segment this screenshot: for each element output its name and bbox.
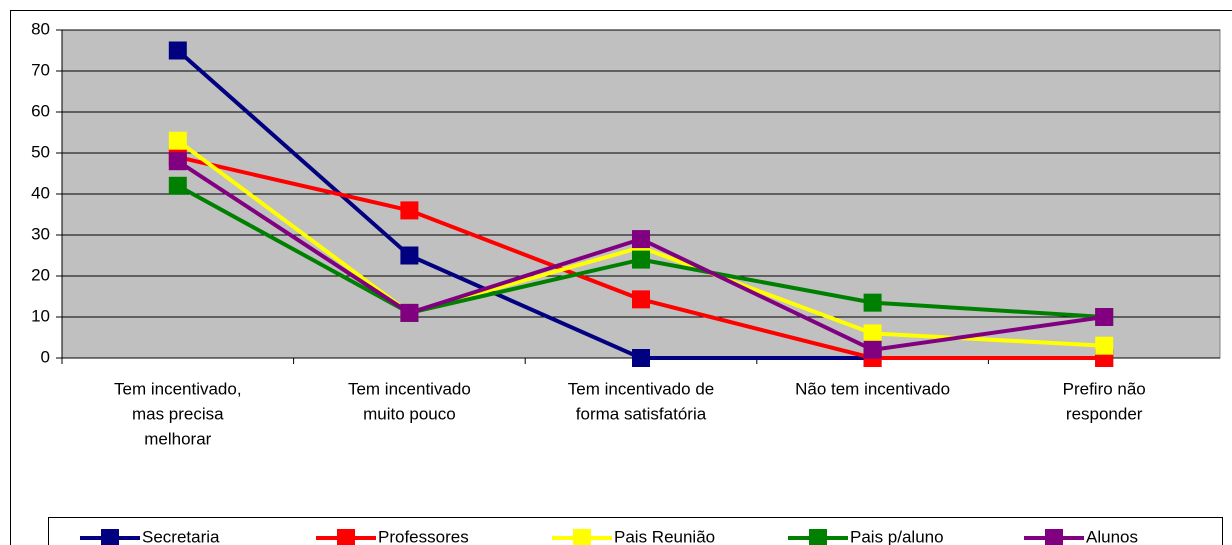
y-tick-label: 40 — [31, 183, 50, 202]
marker — [1095, 308, 1114, 326]
y-tick-label: 50 — [31, 142, 50, 161]
legend-label: Pais p/aluno — [850, 527, 944, 545]
marker — [1095, 336, 1114, 355]
marker — [400, 303, 419, 322]
y-tick-label: 0 — [41, 347, 50, 366]
y-tick-label: 20 — [31, 265, 50, 284]
x-tick-label: forma satisfatória — [576, 404, 707, 423]
marker — [632, 250, 650, 269]
marker — [863, 340, 882, 359]
marker — [400, 246, 419, 265]
x-tick-label: Não tem incentivado — [795, 379, 950, 398]
legend-marker — [337, 529, 355, 545]
y-tick-label: 80 — [31, 19, 50, 38]
legend-marker — [573, 529, 591, 545]
legend-marker — [101, 529, 119, 545]
x-tick-label: Tem incentivado de — [568, 379, 714, 398]
marker — [632, 230, 650, 249]
legend-label: Pais Reunião — [614, 527, 715, 545]
legend-label: Professores — [378, 527, 469, 545]
x-tick-label: melhorar — [144, 429, 211, 448]
marker — [168, 131, 187, 150]
y-tick-label: 10 — [31, 306, 50, 325]
y-tick-label: 70 — [31, 60, 50, 79]
marker — [168, 41, 187, 60]
y-tick-label: 60 — [31, 101, 50, 120]
x-tick-label: Tem incentivado — [348, 379, 471, 398]
legend-label: Alunos — [1086, 527, 1138, 545]
marker — [632, 290, 650, 309]
marker — [168, 152, 187, 171]
x-tick-label: Tem incentivado, — [114, 379, 242, 398]
marker — [400, 201, 419, 220]
x-tick-label: muito pouco — [363, 404, 456, 423]
marker — [863, 293, 882, 312]
legend-marker — [809, 529, 827, 545]
legend-label: Secretaria — [142, 527, 220, 545]
marker — [632, 349, 650, 367]
x-tick-label: mas precisa — [132, 404, 224, 423]
x-tick-label: responder — [1066, 404, 1143, 423]
x-tick-label: Prefiro não — [1063, 379, 1146, 398]
y-tick-label: 30 — [31, 224, 50, 243]
legend — [48, 517, 1223, 545]
marker — [863, 324, 882, 343]
marker — [168, 176, 187, 195]
legend-marker — [1045, 529, 1063, 545]
